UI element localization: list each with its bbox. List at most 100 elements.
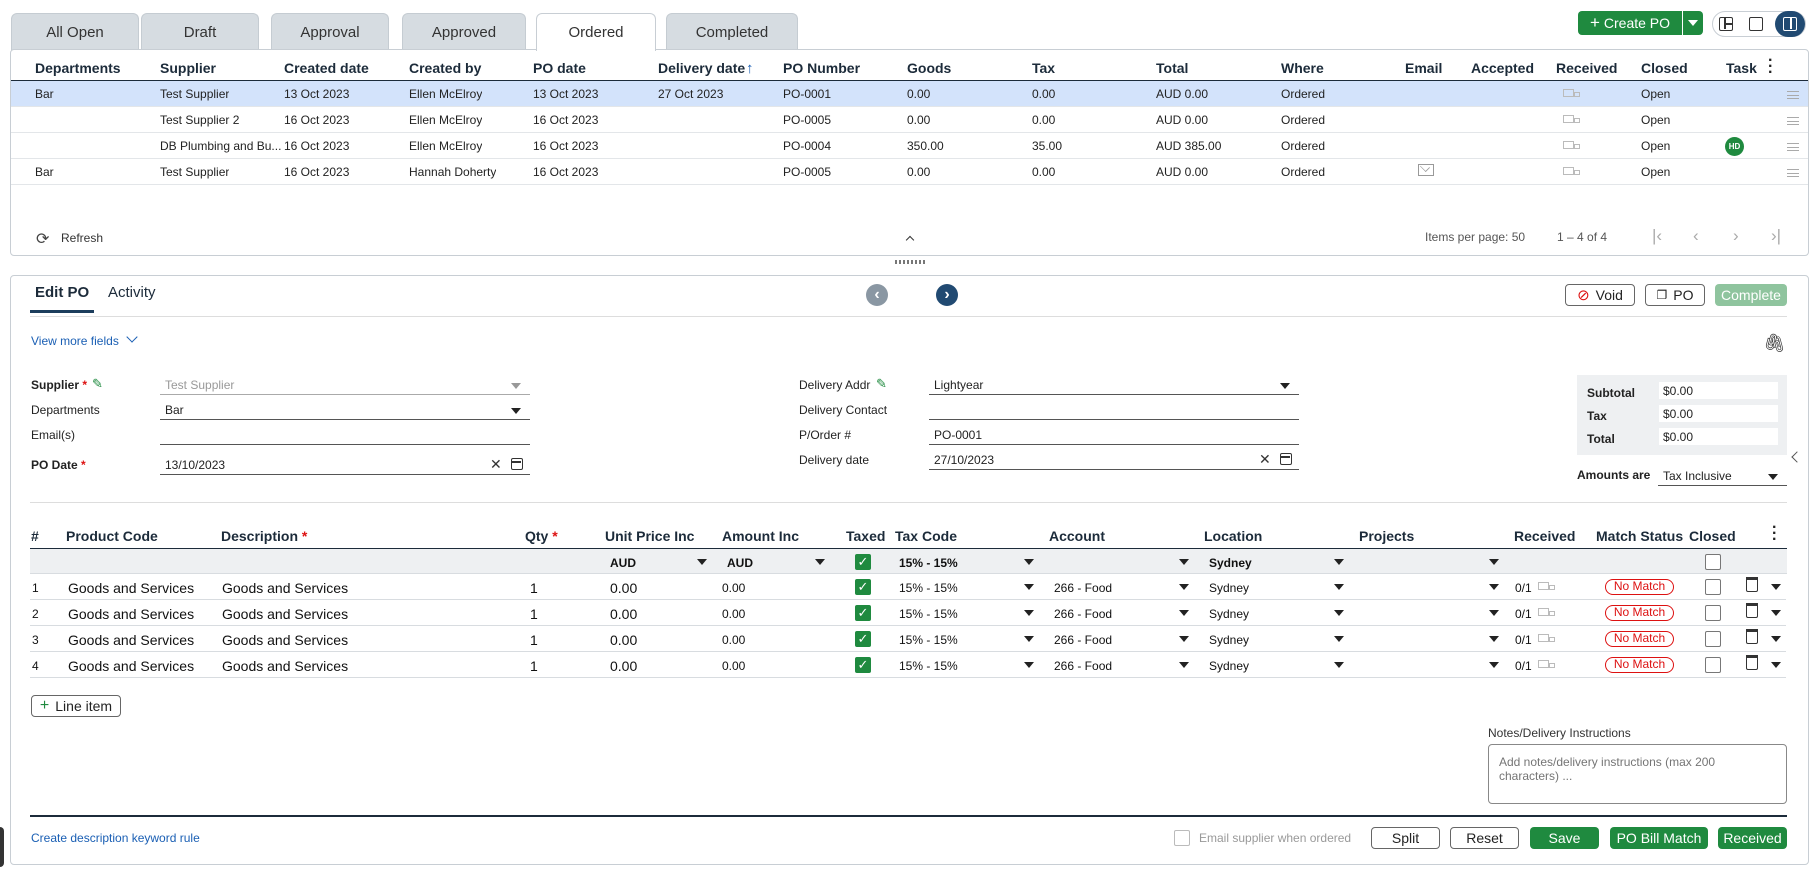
line-col-projects[interactable]: Projects [1359, 528, 1415, 544]
col-task[interactable]: Task [1726, 60, 1757, 76]
currency-amount-select[interactable]: AUD [727, 556, 753, 570]
create-keyword-rule-link[interactable]: Create description keyword rule [31, 831, 200, 845]
line-column-menu-icon[interactable]: · · · [1772, 519, 1778, 548]
add-line-item-button[interactable]: + Line item [31, 695, 121, 717]
col-received[interactable]: Received [1556, 60, 1618, 76]
unit-price-field[interactable]: 0.00 [610, 580, 638, 596]
col-created-date[interactable]: Created date [284, 60, 369, 76]
account-select[interactable]: 266 - Food [1054, 607, 1113, 621]
location-select[interactable]: Sydney [1209, 607, 1250, 621]
product-code-field[interactable]: Goods and Services [68, 658, 195, 674]
delete-icon[interactable] [1746, 655, 1758, 670]
po-bill-match-button[interactable]: PO Bill Match [1610, 827, 1708, 849]
col-where[interactable]: Where [1281, 60, 1324, 76]
delivery-date-input[interactable]: 27/10/2023 [929, 450, 1299, 470]
side-layout-button[interactable] [1775, 11, 1805, 37]
row-drag-handle-icon[interactable] [1787, 143, 1799, 151]
col-po-date[interactable]: PO date [533, 60, 586, 76]
prev-po-button[interactable]: ‹ [866, 284, 888, 306]
view-more-fields-link[interactable]: View more fields [31, 334, 119, 348]
next-po-button[interactable]: › [936, 284, 958, 306]
expand-row-icon[interactable] [1771, 636, 1781, 642]
create-po-dropdown[interactable] [1683, 11, 1703, 35]
reset-button[interactable]: Reset [1450, 827, 1519, 849]
product-code-field[interactable]: Goods and Services [68, 606, 195, 622]
closed-checkbox[interactable] [1705, 657, 1721, 673]
tax-code-select[interactable]: 15% - 15% [899, 581, 958, 595]
create-po-button[interactable]: + Create PO [1578, 11, 1682, 35]
account-select[interactable]: 266 - Food [1054, 633, 1113, 647]
expand-row-icon[interactable] [1771, 610, 1781, 616]
table-row[interactable]: DB Plumbing and Bu... 16 Oct 2023 Ellen … [11, 133, 1808, 159]
splitter-handle[interactable] [895, 260, 925, 264]
line-col-location[interactable]: Location [1204, 528, 1263, 544]
split-layout-icon[interactable] [1719, 17, 1733, 31]
line-col-amount[interactable]: Amount Inc [722, 528, 799, 544]
col-goods[interactable]: Goods [907, 60, 952, 76]
edit-pencil-icon[interactable]: ✎ [876, 376, 887, 391]
line-col-tax-code[interactable]: Tax Code [895, 528, 957, 544]
line-col-description[interactable]: Description * [221, 528, 307, 544]
table-row[interactable]: Bar Test Supplier 13 Oct 2023 Ellen McEl… [11, 81, 1808, 107]
line-col-taxed[interactable]: Taxed [846, 528, 886, 544]
sort-asc-icon[interactable]: ↑ [746, 60, 754, 77]
tab-edit-po[interactable]: Edit PO [35, 284, 90, 301]
tab-approval[interactable]: Approval [271, 13, 389, 50]
last-page-icon[interactable]: ›| [1771, 226, 1782, 245]
task-avatar[interactable]: HD [1725, 137, 1744, 156]
table-row[interactable]: Bar Test Supplier 16 Oct 2023 Hannah Doh… [11, 159, 1808, 185]
location-select[interactable]: Sydney [1209, 633, 1250, 647]
full-layout-icon[interactable] [1749, 17, 1763, 31]
items-per-page[interactable]: Items per page: 50 [1425, 230, 1526, 244]
col-closed[interactable]: Closed [1641, 60, 1688, 76]
qty-field[interactable]: 1 [530, 580, 538, 596]
tab-completed[interactable]: Completed [666, 13, 798, 50]
line-col-qty[interactable]: Qty * [525, 528, 558, 544]
clear-icon[interactable]: ✕ [490, 456, 502, 472]
taxed-checkbox[interactable]: ✓ [855, 631, 871, 647]
delete-icon[interactable] [1746, 577, 1758, 592]
tab-draft[interactable]: Draft [141, 13, 259, 50]
amount-field[interactable]: 0.00 [722, 633, 746, 647]
refresh-icon[interactable]: ⟳ [36, 231, 50, 248]
projects-chevron-icon[interactable] [1489, 584, 1499, 590]
porder-input[interactable]: PO-0001 [929, 425, 1299, 445]
departments-select[interactable]: Bar [160, 400, 530, 420]
complete-button[interactable]: Complete [1715, 284, 1787, 306]
line-col-account[interactable]: Account [1049, 528, 1105, 544]
description-field[interactable]: Goods and Services [222, 580, 349, 596]
taxcode-default-select[interactable]: 15% - 15% [899, 556, 958, 570]
tab-approved[interactable]: Approved [402, 13, 526, 50]
tax-code-select[interactable]: 15% - 15% [899, 659, 958, 673]
amounts-are-select[interactable]: Tax Inclusive [1658, 466, 1787, 486]
closed-checkbox[interactable] [1705, 579, 1721, 595]
description-field[interactable]: Goods and Services [222, 658, 349, 674]
taxed-default-checkbox[interactable]: ✓ [855, 554, 871, 570]
row-drag-handle-icon[interactable] [1787, 91, 1799, 99]
delete-icon[interactable] [1746, 629, 1758, 644]
prev-page-icon[interactable]: ‹ [1693, 226, 1699, 245]
po-button[interactable]: ❐ PO [1645, 284, 1705, 306]
location-select[interactable]: Sydney [1209, 581, 1250, 595]
notes-textarea[interactable] [1488, 744, 1787, 804]
line-item-row[interactable]: 3 Goods and Services Goods and Services … [30, 626, 1786, 652]
qty-field[interactable]: 1 [530, 658, 538, 674]
unit-price-field[interactable]: 0.00 [610, 632, 638, 648]
email-icon[interactable] [1418, 162, 1434, 176]
closed-checkbox[interactable] [1705, 605, 1721, 621]
projects-chevron-icon[interactable] [1489, 636, 1499, 642]
save-button[interactable]: Save [1530, 827, 1599, 849]
amount-field[interactable]: 0.00 [722, 581, 746, 595]
line-col-received[interactable]: Received [1514, 528, 1576, 544]
qty-field[interactable]: 1 [530, 632, 538, 648]
chevron-down-icon[interactable] [1179, 559, 1189, 565]
closed-all-checkbox[interactable] [1705, 554, 1721, 570]
unit-price-field[interactable]: 0.00 [610, 606, 638, 622]
tax-code-select[interactable]: 15% - 15% [899, 607, 958, 621]
refresh-button[interactable]: Refresh [61, 231, 104, 245]
attachment-icon[interactable]: 🖇 [1763, 333, 1786, 353]
table-row[interactable]: Test Supplier 2 16 Oct 2023 Ellen McElro… [11, 107, 1808, 133]
unit-price-field[interactable]: 0.00 [610, 658, 638, 674]
col-supplier[interactable]: Supplier [160, 60, 217, 76]
product-code-field[interactable]: Goods and Services [68, 580, 195, 596]
